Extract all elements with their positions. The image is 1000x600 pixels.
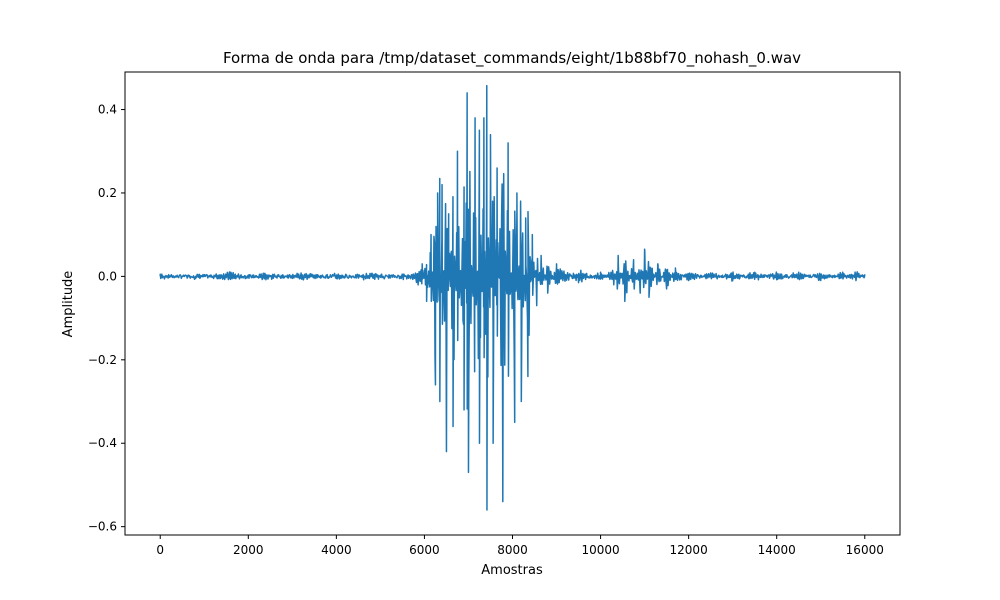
x-tick-label: 0 [156, 543, 164, 557]
x-axis-label: Amostras [481, 563, 543, 578]
y-tick-label: 0.4 [98, 103, 117, 117]
x-tick-label: 4000 [321, 543, 352, 557]
waveform-line [159, 84, 866, 511]
x-tick-label: 6000 [409, 543, 440, 557]
y-axis-label: Amplitude [61, 271, 76, 338]
y-tick-label: −0.4 [88, 436, 117, 450]
chart-title: Forma de onda para /tmp/dataset_commands… [223, 49, 801, 68]
y-axis: −0.6 −0.4 −0.2 0.0 0.2 0.4 [88, 103, 125, 534]
y-tick-label: −0.2 [88, 353, 117, 367]
x-tick-label: 10000 [581, 543, 619, 557]
y-tick-label: 0.0 [98, 269, 117, 283]
x-tick-label: 16000 [846, 543, 884, 557]
y-tick-label: −0.6 [88, 520, 117, 534]
x-tick-label: 14000 [758, 543, 796, 557]
x-axis: 0 2000 4000 6000 8000 10000 12000 14000 16000 [156, 535, 884, 557]
series-layer [159, 84, 866, 511]
x-tick-label: 8000 [497, 543, 528, 557]
x-tick-label: 12000 [670, 543, 708, 557]
y-tick-label: 0.2 [98, 186, 117, 200]
x-tick-label: 2000 [233, 543, 264, 557]
